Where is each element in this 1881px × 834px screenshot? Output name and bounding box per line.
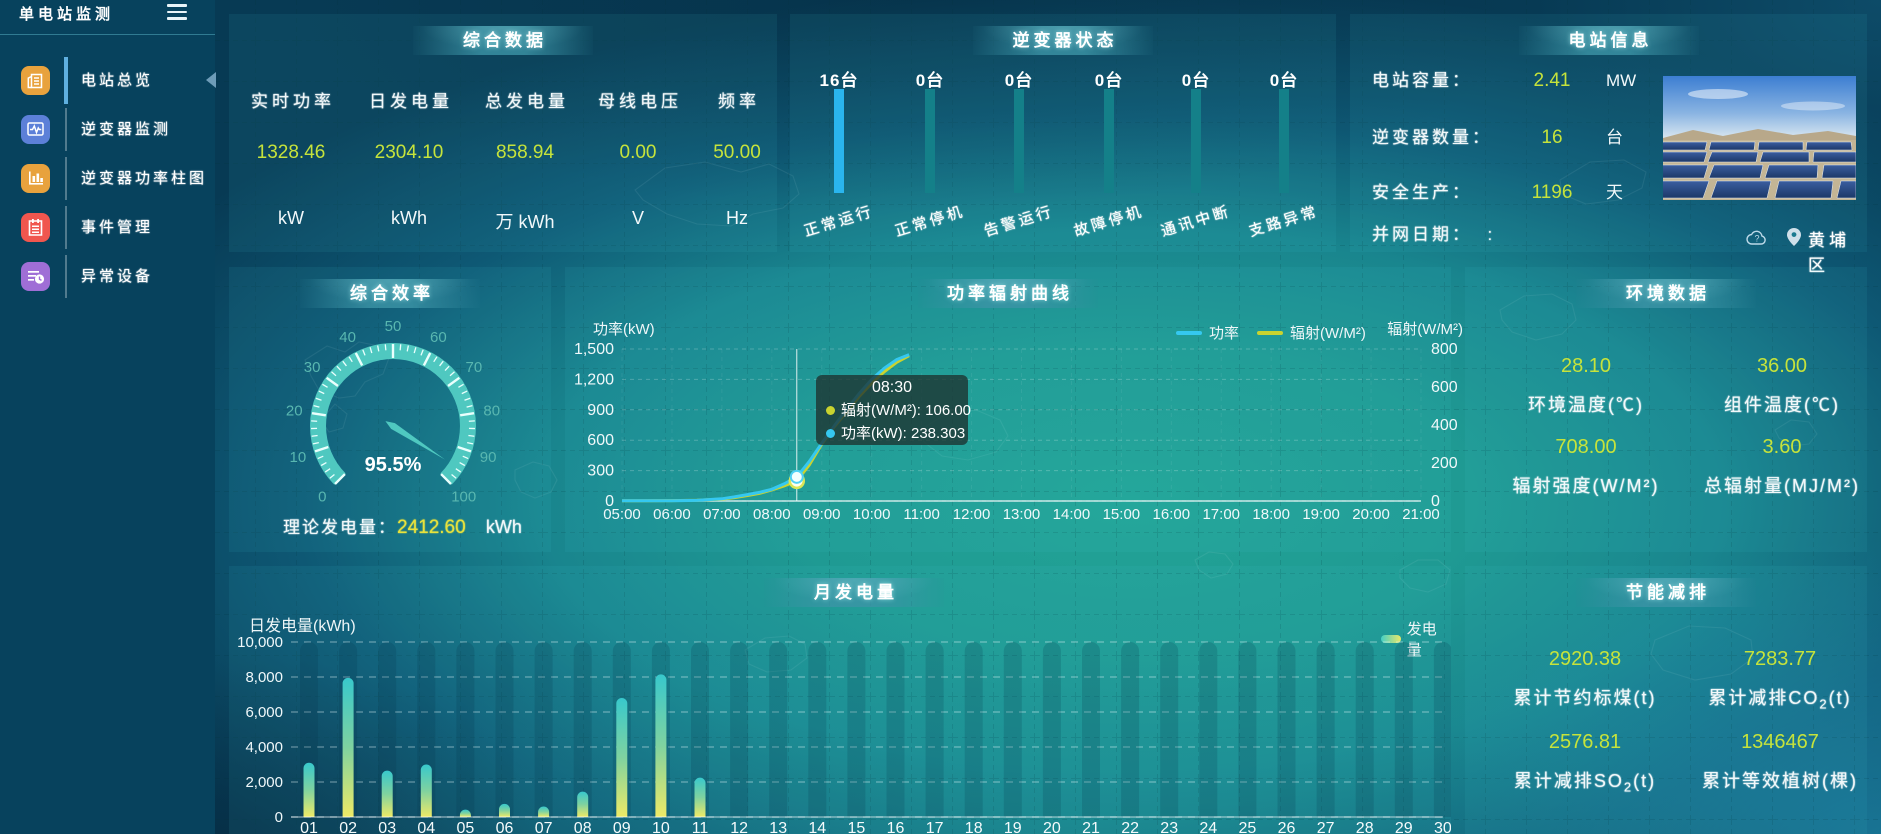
svg-text:50: 50: [385, 318, 402, 335]
svg-text:300: 300: [587, 463, 614, 480]
svg-text:60: 60: [430, 329, 447, 346]
svg-text:10: 10: [290, 449, 307, 466]
svg-text:20: 20: [286, 402, 303, 419]
svg-text:02: 02: [339, 820, 357, 834]
svg-text:06:00: 06:00: [653, 506, 691, 523]
svg-text:14:00: 14:00: [1053, 506, 1091, 523]
svg-text:15: 15: [848, 820, 866, 834]
svg-text:95.5%: 95.5%: [365, 454, 422, 476]
svg-text:0: 0: [275, 809, 283, 826]
svg-text:05: 05: [457, 820, 475, 834]
svg-text:27: 27: [1317, 820, 1335, 834]
svg-text:2,000: 2,000: [245, 774, 283, 791]
svg-text:24: 24: [1199, 820, 1217, 834]
svg-text:8,000: 8,000: [245, 669, 283, 686]
svg-text:1,500: 1,500: [574, 341, 614, 358]
svg-text:01: 01: [300, 820, 318, 834]
svg-text:28: 28: [1356, 820, 1374, 834]
svg-text:12:00: 12:00: [953, 506, 991, 523]
svg-text:25: 25: [1239, 820, 1257, 834]
svg-text:09:00: 09:00: [803, 506, 841, 523]
svg-text:05:00: 05:00: [603, 506, 641, 523]
svg-text:0: 0: [318, 489, 326, 506]
svg-text:18: 18: [965, 820, 983, 834]
svg-text:16: 16: [887, 820, 905, 834]
svg-text:29: 29: [1395, 820, 1413, 834]
svg-text:10:00: 10:00: [853, 506, 891, 523]
svg-text:22: 22: [1121, 820, 1139, 834]
svg-text:08:00: 08:00: [753, 506, 791, 523]
svg-text:03: 03: [378, 820, 396, 834]
svg-text:04: 04: [417, 820, 435, 834]
svg-text:900: 900: [587, 402, 614, 419]
svg-text:600: 600: [1431, 379, 1458, 396]
svg-text:15:00: 15:00: [1103, 506, 1141, 523]
svg-text:10,000: 10,000: [237, 634, 283, 651]
svg-text:6,000: 6,000: [245, 704, 283, 721]
svg-text:800: 800: [1431, 341, 1458, 358]
svg-text:23: 23: [1160, 820, 1178, 834]
svg-text:4,000: 4,000: [245, 739, 283, 756]
svg-text:13: 13: [769, 820, 787, 834]
svg-text:600: 600: [587, 432, 614, 449]
svg-text:19: 19: [1004, 820, 1022, 834]
svg-text:20: 20: [1043, 820, 1061, 834]
svg-text:11:00: 11:00: [903, 506, 939, 523]
svg-text:12: 12: [730, 820, 748, 834]
svg-text:70: 70: [466, 359, 483, 376]
svg-text:07: 07: [535, 820, 553, 834]
svg-text:17: 17: [926, 820, 944, 834]
svg-text:18:00: 18:00: [1252, 506, 1290, 523]
svg-text:09: 09: [613, 820, 631, 834]
svg-text:11: 11: [692, 820, 709, 834]
svg-text:21:00: 21:00: [1402, 506, 1440, 523]
svg-text:26: 26: [1278, 820, 1296, 834]
svg-text:30: 30: [1434, 820, 1451, 834]
svg-text:14: 14: [808, 820, 826, 834]
svg-text:200: 200: [1431, 455, 1458, 472]
svg-text:17:00: 17:00: [1202, 506, 1240, 523]
svg-text:40: 40: [339, 329, 356, 346]
svg-text:21: 21: [1082, 820, 1100, 834]
svg-text:07:00: 07:00: [703, 506, 741, 523]
svg-text:20:00: 20:00: [1352, 506, 1390, 523]
svg-text:0: 0: [605, 493, 614, 510]
svg-text:16:00: 16:00: [1153, 506, 1191, 523]
svg-text:100: 100: [451, 489, 476, 506]
svg-text:1,200: 1,200: [574, 371, 614, 388]
svg-text:?: ?: [1754, 234, 1759, 244]
svg-text:90: 90: [480, 449, 497, 466]
svg-text:80: 80: [483, 402, 500, 419]
svg-text:30: 30: [304, 359, 321, 376]
svg-text:06: 06: [496, 820, 514, 834]
svg-text:19:00: 19:00: [1302, 506, 1340, 523]
svg-text:0: 0: [1431, 493, 1440, 510]
svg-text:08: 08: [574, 820, 592, 834]
svg-text:400: 400: [1431, 417, 1458, 434]
svg-text:13:00: 13:00: [1003, 506, 1041, 523]
svg-text:10: 10: [652, 820, 670, 834]
